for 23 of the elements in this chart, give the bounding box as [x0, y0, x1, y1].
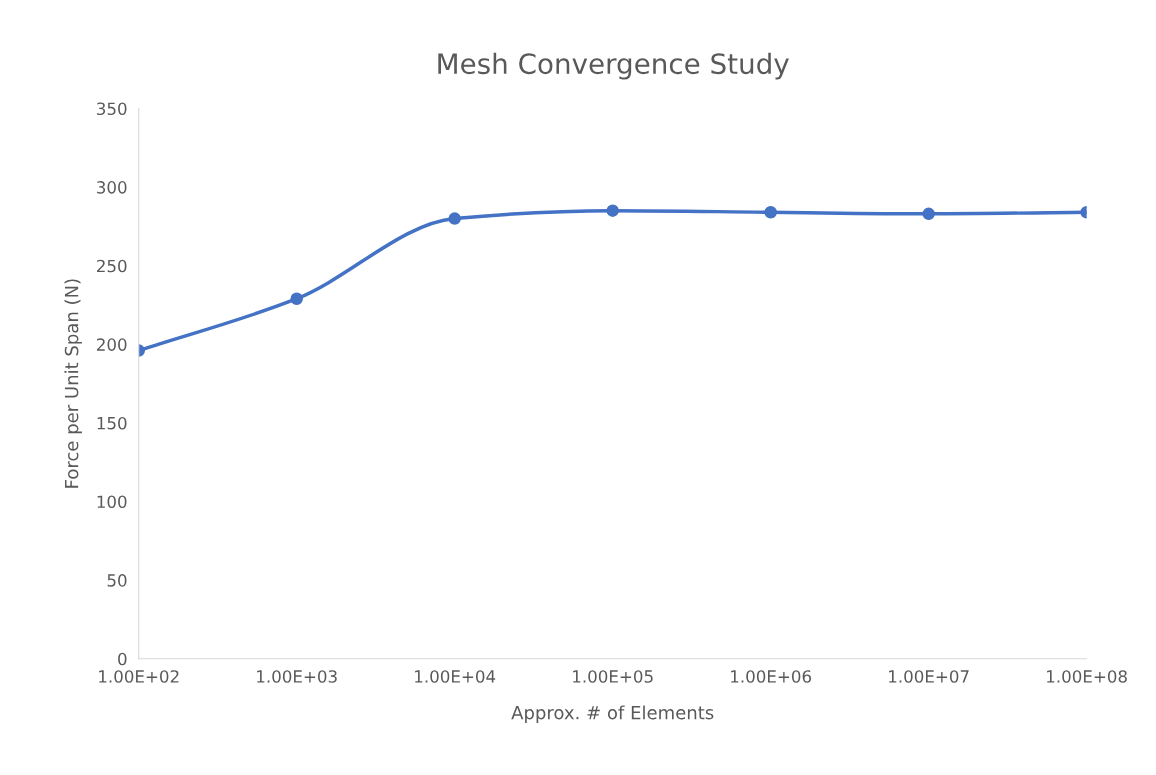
point [290, 292, 303, 305]
y-tick-label: 250 [97, 259, 127, 273]
point [764, 206, 777, 219]
y-tick-label: 200 [97, 338, 127, 351]
x-tick-label: 1.00E+07 [889, 670, 969, 683]
x-tick-label: 1.00E+04 [415, 670, 496, 683]
x-axis-title: Approx. # of Elements [511, 705, 714, 723]
x-tick-label: 1.00E+03 [257, 670, 337, 683]
point [448, 212, 461, 225]
x-tick-label: 1.00E+06 [731, 670, 812, 683]
y-tick-label: 100 [97, 495, 127, 509]
y-tick-label: 300 [97, 181, 127, 194]
point [922, 207, 935, 221]
y-tick-label: 0 [118, 652, 127, 666]
y-tick-label: 150 [97, 416, 127, 430]
point [606, 204, 619, 217]
x-tick-label: 1.00E+02 [99, 670, 179, 683]
x-tick-label: 1.00E+08 [1047, 670, 1127, 683]
y-tick-label: 350 [97, 102, 127, 116]
chart-title: Mesh Convergence Study [438, 52, 789, 80]
x-tick-label: 1.00E+05 [573, 670, 653, 683]
y-tick-label: 50 [107, 574, 127, 587]
y-axis-title: Force per Unit Span (N) [64, 279, 82, 488]
